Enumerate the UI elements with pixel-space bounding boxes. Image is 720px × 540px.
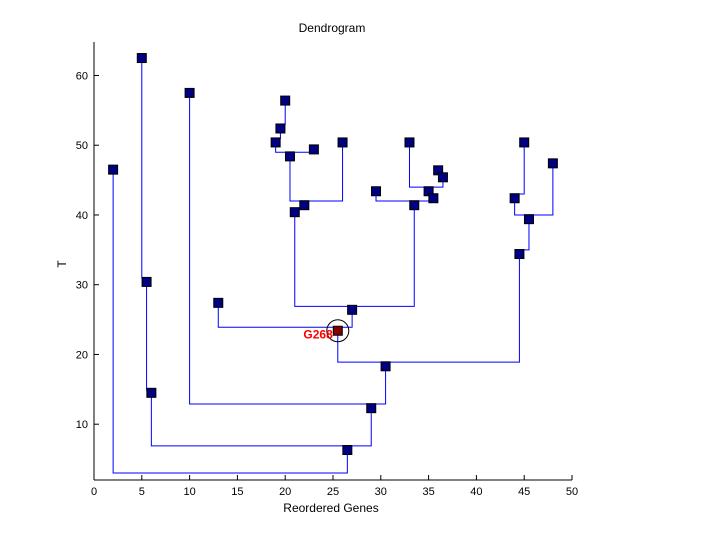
x-tick-label: 10 — [183, 486, 195, 498]
dendrogram-link — [289, 142, 344, 202]
x-tick-label: 5 — [139, 486, 145, 498]
node-marker — [523, 214, 534, 225]
x-tick-label: 25 — [327, 486, 339, 498]
node-marker — [184, 87, 195, 98]
links — [112, 58, 554, 474]
dendrogram-link — [150, 392, 372, 447]
node-marker — [275, 123, 286, 134]
node-marker — [342, 445, 353, 456]
y-axis-label: T — [55, 260, 69, 268]
node-marker — [146, 387, 157, 398]
node-marker — [299, 200, 310, 211]
dendrogram-link — [112, 169, 348, 474]
dendrogram-link — [337, 254, 520, 363]
x-tick-label: 15 — [231, 486, 243, 498]
node-marker — [141, 276, 152, 287]
node-marker — [284, 151, 295, 162]
node-marker — [280, 95, 291, 106]
node-marker — [366, 403, 377, 414]
nodes — [108, 53, 558, 456]
dendrogram-link — [294, 205, 415, 307]
node-marker — [380, 361, 391, 372]
x-tick-label: 40 — [470, 486, 482, 498]
dendrogram-link — [189, 92, 387, 405]
node-marker — [437, 172, 448, 183]
node-marker — [347, 304, 358, 315]
x-tick-label: 30 — [375, 486, 387, 498]
chart-title: Dendrogram — [299, 21, 366, 35]
node-marker — [289, 207, 300, 218]
x-tick-label: 0 — [91, 486, 97, 498]
axes: 0 5 10 15 20 25 30 35 40 45 50 10 20 30 40 50 60 — [76, 42, 578, 498]
node-marker — [337, 137, 348, 148]
y-tick-label: 60 — [76, 70, 88, 82]
dendrogram-link — [408, 142, 444, 188]
highlighted-node-label: G268 — [303, 328, 333, 342]
x-tick-label: 50 — [566, 486, 578, 498]
x-axis-label: Reordered Genes — [283, 501, 378, 515]
dendrogram-link — [141, 58, 148, 282]
highlight-circle — [326, 319, 350, 343]
node-marker — [108, 164, 119, 175]
node-marker — [509, 193, 520, 204]
y-tick-label: 30 — [76, 280, 88, 292]
y-tick-label: 50 — [76, 140, 88, 152]
highlighted-node-marker — [332, 325, 343, 336]
node-marker — [371, 186, 382, 197]
node-marker — [404, 137, 415, 148]
y-tick-label: 20 — [76, 349, 88, 361]
dendrogram-link — [275, 142, 315, 153]
node-marker — [409, 200, 420, 211]
dendrogram-link — [518, 219, 530, 255]
x-tick-label: 45 — [518, 486, 530, 498]
node-marker — [136, 53, 147, 64]
highlight: G268 — [303, 319, 350, 343]
node-marker — [547, 158, 558, 169]
dendrogram-link — [146, 281, 152, 393]
node-marker — [514, 249, 525, 260]
node-marker — [519, 137, 530, 148]
y-tick-label: 40 — [76, 210, 88, 222]
node-marker — [270, 137, 281, 148]
x-tick-label: 35 — [422, 486, 434, 498]
y-tick-label: 10 — [76, 419, 88, 431]
dendrogram-link — [514, 163, 554, 216]
x-tick-label: 20 — [279, 486, 291, 498]
dendrogram-link — [514, 142, 525, 199]
dendrogram-link — [217, 302, 353, 328]
node-marker — [213, 297, 224, 308]
node-marker — [308, 144, 319, 155]
node-marker — [428, 193, 439, 204]
